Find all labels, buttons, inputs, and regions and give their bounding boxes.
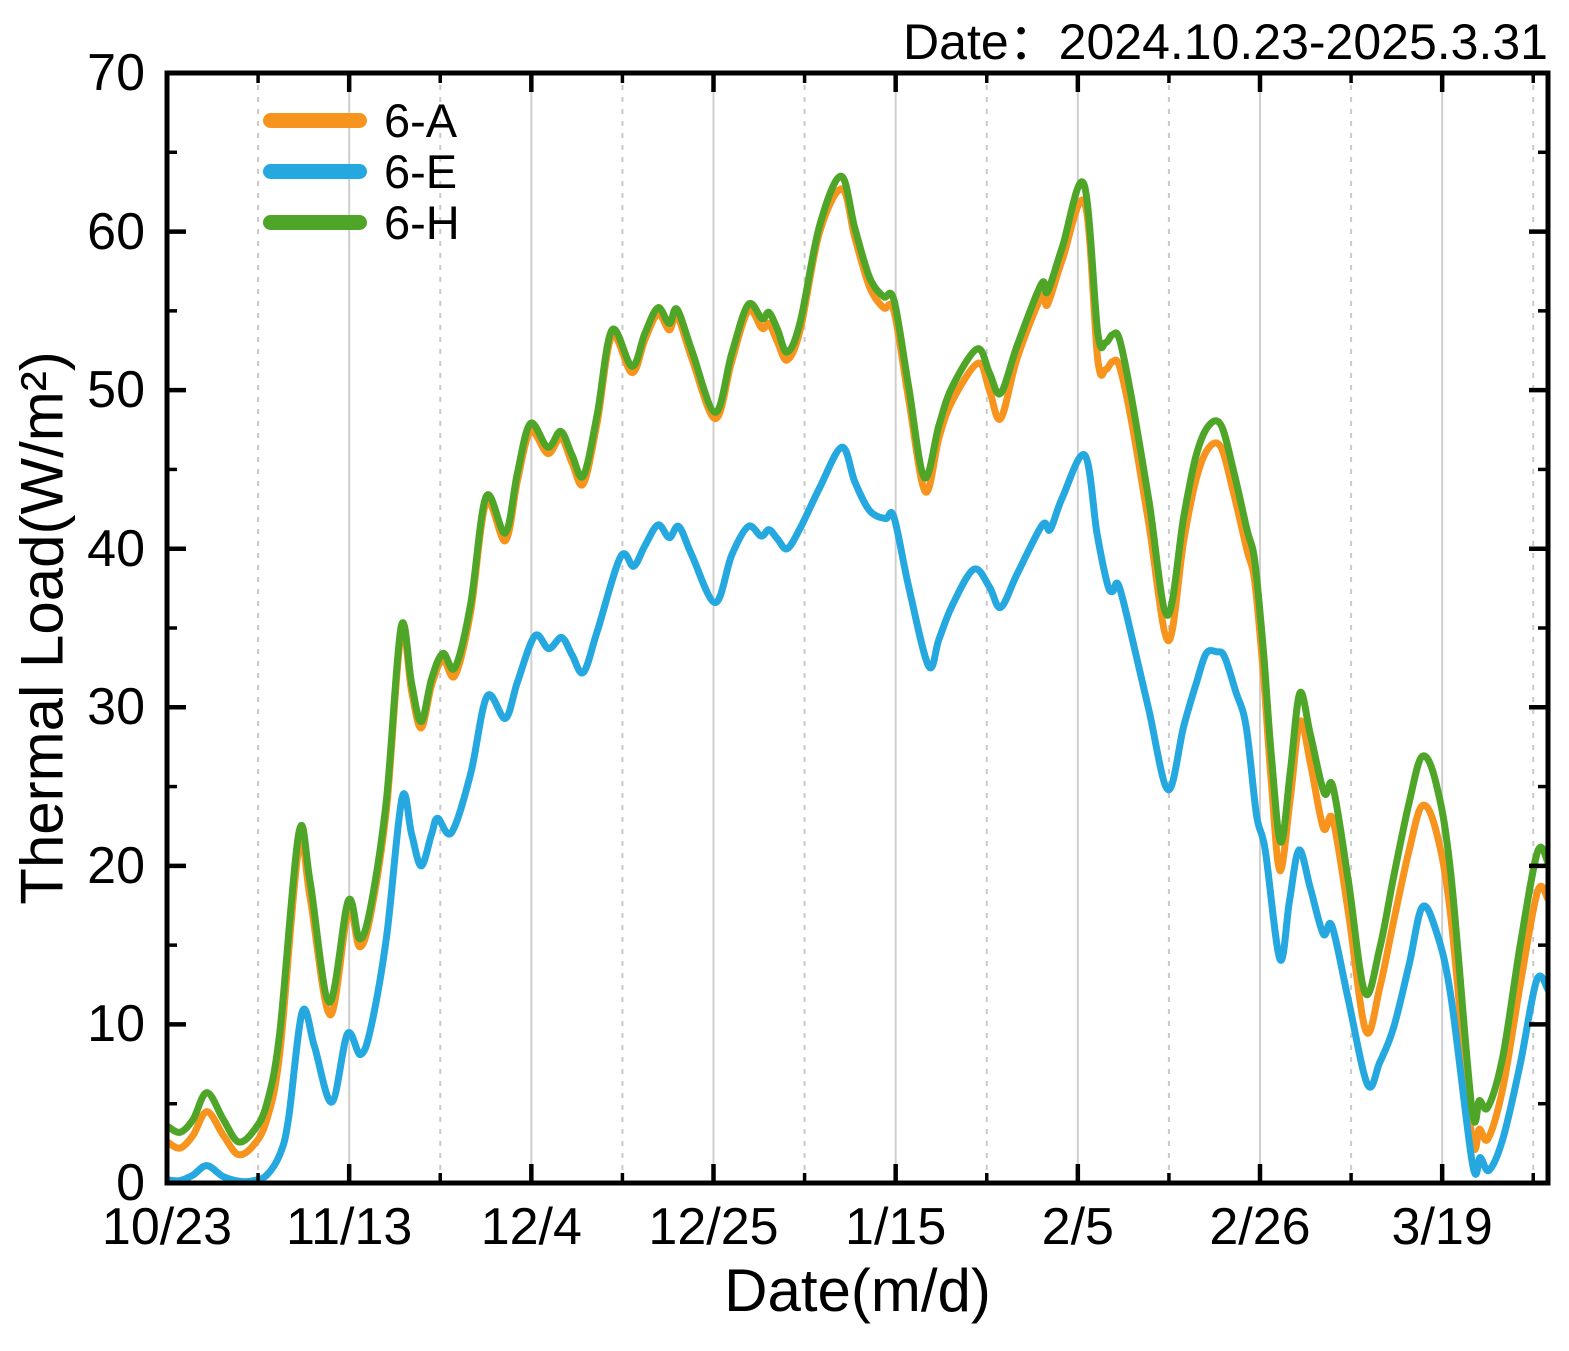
y-tick-label: 0 — [116, 1154, 145, 1212]
series-lines — [167, 172, 1548, 1183]
legend-swatch-6-A — [263, 113, 367, 128]
y-tick-label: 40 — [87, 519, 145, 578]
x-tick-label: 2/26 — [1209, 1198, 1311, 1256]
legend-item-6-A: 6-A — [263, 95, 460, 146]
legend: 6-A 6-E 6-H — [263, 95, 460, 248]
y-tick-label: 50 — [87, 361, 145, 420]
legend-item-6-H: 6-H — [263, 197, 460, 248]
legend-swatch-6-E — [263, 164, 367, 179]
x-axis-title: Date(m/d) — [724, 1257, 991, 1324]
x-tick-label: 12/25 — [648, 1198, 779, 1256]
x-tick-label: 12/4 — [480, 1198, 582, 1256]
y-tick-label: 60 — [87, 202, 145, 261]
legend-label-6-E: 6-E — [384, 145, 458, 198]
legend-item-6-E: 6-E — [263, 146, 460, 197]
series-line-6-H — [167, 172, 1548, 1146]
chart-title: Date：2024.10.23-2025.3.31 — [903, 14, 1548, 70]
y-axis-title: Thermal Load(W/m²) — [8, 351, 76, 905]
y-tick-label: 10 — [87, 995, 145, 1054]
legend-swatch-6-H — [263, 215, 367, 230]
y-tick-label: 30 — [87, 678, 145, 737]
x-tick-label: 2/5 — [1041, 1198, 1114, 1256]
x-tick-label: 11/13 — [286, 1198, 413, 1256]
y-tick-label: 20 — [87, 836, 145, 895]
series-line-6-E — [167, 443, 1548, 1183]
x-tick-label: 3/19 — [1391, 1198, 1493, 1256]
y-tick-label: 70 — [87, 44, 145, 102]
legend-label-6-H: 6-H — [384, 196, 460, 249]
x-tick-label: 1/15 — [845, 1198, 947, 1256]
x-tick-label: 10/23 — [101, 1198, 233, 1256]
legend-label-6-A: 6-A — [384, 94, 458, 147]
